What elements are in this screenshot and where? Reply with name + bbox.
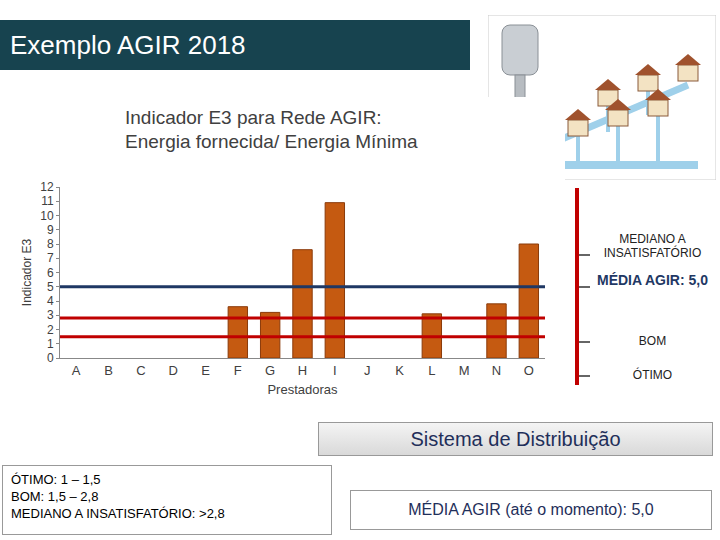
svg-text:D: D — [168, 363, 177, 378]
svg-text:C: C — [136, 363, 145, 378]
svg-text:K: K — [395, 363, 404, 378]
svg-text:0: 0 — [47, 351, 54, 365]
html-text:MÉDIA AGIR (até o momento): 5,: MÉDIA AGIR (até o momento): 5,0 — [408, 501, 654, 518]
svg-text:A: A — [72, 363, 81, 378]
svg-text:3: 3 — [47, 308, 54, 322]
svg-text:Indicador E3: Indicador E3 — [20, 238, 34, 306]
svg-text:Prestadoras: Prestadoras — [267, 382, 338, 397]
html-text:BOM: BOM — [638, 334, 667, 348]
svg-text:L: L — [428, 363, 435, 378]
svg-text:B: B — [104, 363, 113, 378]
html-text:MÉDIA AGIR: 5,0: MÉDIA AGIR: 5,0 — [597, 272, 708, 288]
svg-text:2: 2 — [47, 323, 54, 337]
svg-text:10: 10 — [40, 209, 54, 223]
html-text:ÓTIMO: 1 – 1,5: ÓTIMO: 1 – 1,5 — [11, 472, 101, 487]
svg-text:J: J — [364, 363, 371, 378]
html-text:Exemplo AGIR 2018: Exemplo AGIR 2018 — [10, 30, 246, 60]
svg-text:8: 8 — [47, 237, 54, 251]
svg-text:Indicador E3 para Rede AGIR:En: Indicador E3 para Rede AGIR:Energia forn… — [125, 107, 418, 153]
svg-text:F: F — [234, 363, 242, 378]
svg-text:M: M — [459, 363, 470, 378]
html-text:BOM: 1,5 – 2,8: BOM: 1,5 – 2,8 — [11, 488, 99, 504]
svg-text:4: 4 — [47, 294, 54, 308]
svg-text:5: 5 — [47, 280, 54, 294]
html-text:ÓTIMO: ÓTIMO — [632, 368, 673, 382]
svg-text:12: 12 — [40, 180, 54, 194]
html-text:Sistema de Distribuição: Sistema de Distribuição — [410, 428, 621, 450]
svg-text:11: 11 — [41, 194, 54, 208]
svg-text:1: 1 — [47, 337, 54, 351]
svg-text:G: G — [265, 363, 275, 378]
svg-text:H: H — [298, 363, 307, 378]
html-text:MEDIANO A INSATISFATÓRIO: MEDIANO A INSATISFATÓRIO — [603, 232, 702, 260]
svg-text:E: E — [201, 363, 210, 378]
svg-text:O: O — [524, 363, 534, 378]
svg-text:7: 7 — [47, 251, 54, 265]
svg-text:9: 9 — [47, 223, 54, 237]
svg-text:N: N — [492, 363, 501, 378]
html-text:MEDIANO A INSATISFATÓRIO: >2,8: MEDIANO A INSATISFATÓRIO: >2,8 — [11, 505, 225, 521]
svg-text:6: 6 — [47, 266, 54, 280]
svg-text:I: I — [333, 363, 337, 378]
